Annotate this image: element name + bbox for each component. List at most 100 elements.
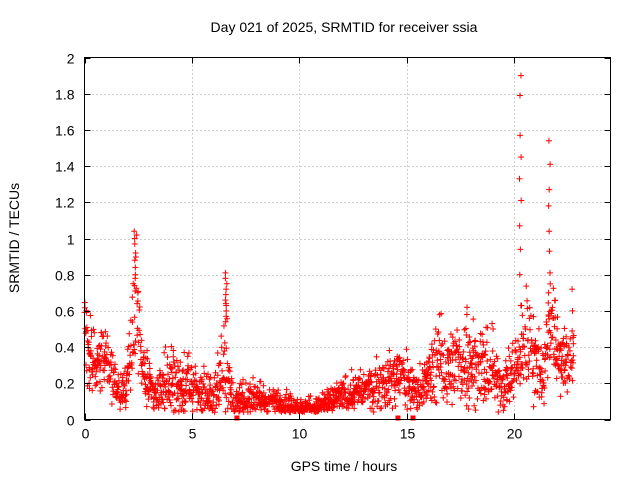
- data-point: [384, 389, 391, 396]
- data-point: [98, 329, 105, 336]
- data-point: [527, 312, 534, 319]
- data-point: [496, 384, 503, 391]
- data-point: [569, 286, 576, 293]
- data-point: [156, 372, 163, 379]
- data-point: [452, 338, 459, 345]
- data-point: [505, 388, 512, 395]
- data-point: [395, 355, 402, 362]
- data-point: [552, 337, 559, 344]
- data-point: [569, 307, 576, 314]
- data-point: [517, 380, 524, 387]
- data-point: [189, 408, 196, 415]
- y-tick-label: 1.4: [55, 159, 75, 175]
- data-point: [438, 310, 445, 317]
- data-point: [459, 388, 466, 395]
- data-point: [283, 391, 290, 398]
- data-point: [228, 375, 235, 382]
- data-point: [568, 365, 575, 372]
- data-point: [570, 332, 577, 339]
- data-point: [101, 376, 108, 383]
- y-tick-label: 1.8: [55, 87, 75, 103]
- data-point: [175, 363, 182, 370]
- data-point: [569, 359, 576, 366]
- data-point: [429, 359, 436, 366]
- data-point: [432, 326, 439, 333]
- data-point: [565, 344, 572, 351]
- data-point: [454, 385, 461, 392]
- data-point: [429, 388, 436, 395]
- data-point: [147, 373, 154, 380]
- data-point: [412, 388, 419, 395]
- data-point: [519, 312, 526, 319]
- data-point: [119, 374, 126, 381]
- data-point: [355, 382, 362, 389]
- data-point: [222, 291, 229, 298]
- data-point: [449, 401, 456, 408]
- data-point: [438, 342, 445, 349]
- data-point: [477, 358, 484, 365]
- data-point: [242, 380, 249, 387]
- data-point: [569, 377, 576, 384]
- data-point: [500, 407, 507, 414]
- data-point: [497, 398, 504, 405]
- data-point: [537, 365, 544, 372]
- data-point: [445, 346, 452, 353]
- data-point: [496, 367, 503, 374]
- data-point: [477, 330, 484, 337]
- data-point: [462, 325, 469, 332]
- x-tick-labels: 0 5 10 15 20: [82, 426, 523, 442]
- data-point: [223, 307, 230, 314]
- data-point: [449, 334, 456, 341]
- data-point: [400, 357, 407, 364]
- data-point: [370, 408, 377, 415]
- data-point: [466, 394, 473, 401]
- data-point: [463, 402, 470, 409]
- data-point: [420, 398, 427, 405]
- data-point: [164, 354, 171, 361]
- data-point: [378, 404, 385, 411]
- y-tick-label: 0.8: [55, 268, 75, 284]
- data-point: [179, 402, 186, 409]
- data-point: [491, 375, 498, 382]
- data-point: [541, 341, 548, 348]
- data-point: [386, 347, 393, 354]
- data-point: [525, 366, 532, 373]
- data-point: [455, 373, 462, 380]
- data-point: [161, 349, 168, 356]
- data-point: [262, 393, 269, 400]
- data-point: [547, 340, 554, 347]
- data-point: [107, 376, 114, 383]
- data-point: [541, 400, 548, 407]
- data-point: [533, 357, 540, 364]
- data-point: [247, 381, 254, 388]
- y-tick-labels: 0 0.2 0.4 0.6 0.8 1 1.2 1.4 1.6 1.8 2: [55, 51, 75, 429]
- data-point: [440, 352, 447, 359]
- y-tick-label: 1.6: [55, 123, 75, 139]
- data-point: [400, 366, 407, 373]
- data-point: [192, 363, 199, 370]
- data-point: [481, 366, 488, 373]
- data-point: [360, 371, 367, 378]
- data-point: [480, 341, 487, 348]
- data-point: [256, 390, 263, 397]
- data-point: [533, 363, 540, 370]
- data-point: [219, 375, 226, 382]
- data-point: [375, 376, 382, 383]
- data-point: [520, 374, 527, 381]
- data-point: [106, 378, 113, 385]
- data-point: [489, 320, 496, 327]
- data-point: [516, 175, 523, 182]
- data-point: [144, 347, 151, 354]
- data-point: [454, 327, 461, 334]
- data-point: [549, 334, 556, 341]
- data-point: [525, 352, 532, 359]
- data-point: [520, 335, 527, 342]
- data-point: [207, 382, 214, 389]
- data-point: [508, 379, 515, 386]
- data-point: [182, 398, 189, 405]
- data-point: [476, 387, 483, 394]
- data-point: [400, 371, 407, 378]
- data-point: [173, 357, 180, 364]
- data-point: [487, 356, 494, 363]
- data-point: [447, 331, 454, 338]
